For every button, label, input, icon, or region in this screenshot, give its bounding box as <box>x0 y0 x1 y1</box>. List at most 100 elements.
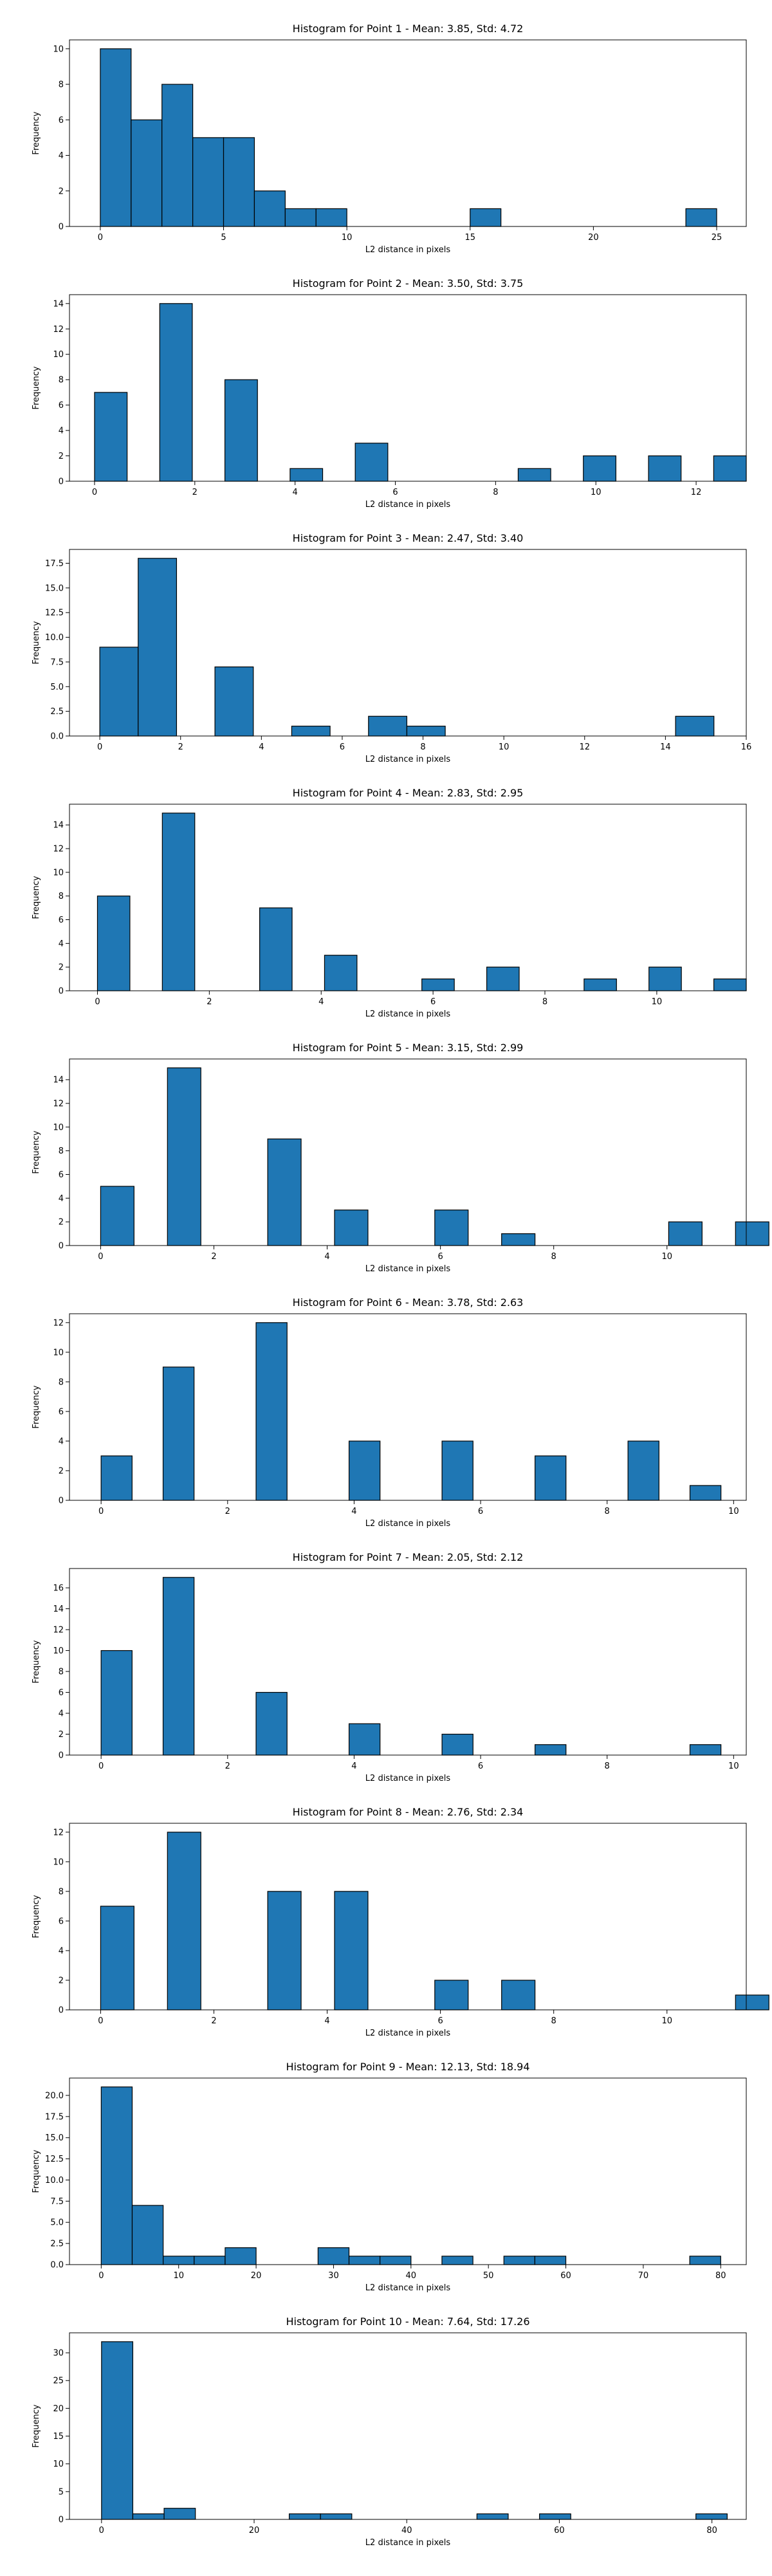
x-tick-label: 0 <box>97 742 102 752</box>
x-tick-label: 14 <box>660 742 671 752</box>
y-tick-label: 5.0 <box>50 683 64 692</box>
x-tick-label: 0 <box>98 1507 104 1516</box>
x-tick-label: 80 <box>715 2271 726 2281</box>
x-tick-label: 8 <box>605 1507 610 1516</box>
histogram-bar <box>291 726 331 737</box>
histogram-bar <box>685 208 717 227</box>
histogram-bar <box>163 2256 195 2265</box>
y-tick-label: 5 <box>59 2487 64 2497</box>
x-tick-label: 4 <box>259 742 264 752</box>
histogram-bar <box>535 1744 567 1756</box>
histogram-panel-5: Histogram for Point 5 - Mean: 3.15, Std:… <box>32 1042 769 1274</box>
histogram-bar <box>368 715 408 737</box>
x-tick-label: 6 <box>478 1507 483 1516</box>
x-tick-label: 2 <box>225 1507 230 1516</box>
x-tick-label: 0 <box>98 2016 103 2026</box>
histogram-panel-6: Histogram for Point 6 - Mean: 3.78, Std:… <box>32 1296 747 1529</box>
x-tick-label: 8 <box>605 1762 610 1771</box>
y-tick-label: 12 <box>53 1099 64 1109</box>
y-tick-label: 14 <box>53 1076 64 1085</box>
histogram-bar <box>99 647 139 737</box>
y-tick-label: 10 <box>53 1123 64 1132</box>
histogram-bar <box>259 907 293 991</box>
axes-frame <box>69 1568 747 1756</box>
chart-title: Histogram for Point 5 - Mean: 3.15, Std:… <box>293 1042 524 1054</box>
histogram-bar <box>94 392 128 482</box>
x-tick-label: 12 <box>580 742 591 752</box>
x-tick-label: 2 <box>178 742 183 752</box>
x-tick-label: 6 <box>430 997 436 1007</box>
y-tick-label: 12 <box>53 1828 64 1837</box>
chart-title: Histogram for Point 8 - Mean: 2.76, Std:… <box>293 1806 524 1818</box>
y-tick-label: 2 <box>59 1466 64 1476</box>
axes-frame <box>69 1823 747 2010</box>
histogram-bar <box>138 558 178 737</box>
histogram-bar <box>162 1366 195 1501</box>
histogram-bar <box>131 119 163 227</box>
y-tick-label: 2.5 <box>50 707 64 717</box>
y-tick-label: 15 <box>53 2432 64 2442</box>
x-tick-label: 2 <box>211 1252 216 1262</box>
y-tick-label: 4 <box>59 427 64 436</box>
histogram-bar <box>584 978 617 991</box>
y-tick-label: 6 <box>59 1407 64 1417</box>
x-tick-label: 10 <box>728 1762 739 1771</box>
y-tick-label: 6 <box>59 915 64 925</box>
x-tick-label: 6 <box>478 1762 483 1771</box>
histogram-bar <box>380 2256 412 2265</box>
histogram-panel-7: Histogram for Point 7 - Mean: 2.05, Std:… <box>32 1551 747 1783</box>
x-tick-label: 10 <box>661 2016 672 2026</box>
histogram-bar <box>689 2256 721 2265</box>
histogram-bar <box>668 1221 703 1246</box>
chart-title: Histogram for Point 9 - Mean: 12.13, Std… <box>286 2061 529 2073</box>
histogram-panel-1: Histogram for Point 1 - Mean: 3.85, Std:… <box>32 23 747 255</box>
y-tick-label: 2 <box>59 1218 64 1228</box>
histogram-bar <box>675 715 715 737</box>
histogram-bar <box>476 2513 509 2520</box>
histogram-panel-9: Histogram for Point 9 - Mean: 12.13, Std… <box>32 2061 747 2293</box>
x-tick-label: 50 <box>483 2271 494 2281</box>
x-tick-label: 4 <box>324 2016 329 2026</box>
y-tick-label: 8 <box>59 80 64 90</box>
y-tick-label: 14 <box>53 821 64 831</box>
histogram-bar <box>267 1891 302 2010</box>
histogram-bar <box>194 2256 226 2265</box>
histogram-bar <box>534 2256 567 2265</box>
y-tick-label: 6 <box>59 1917 64 1926</box>
histogram-bar <box>163 2508 196 2520</box>
y-axis-label: Frequency <box>32 621 41 664</box>
histogram-bar <box>434 1210 469 1246</box>
histogram-bar <box>224 379 258 482</box>
histogram-bar <box>255 1322 288 1501</box>
x-tick-label: 6 <box>437 1252 443 1262</box>
y-tick-label: 10 <box>53 2460 64 2469</box>
histogram-bar <box>486 966 520 991</box>
x-tick-label: 8 <box>551 1252 556 1262</box>
y-tick-label: 12 <box>53 1626 64 1635</box>
histogram-bar <box>223 137 255 227</box>
y-tick-label: 10 <box>53 1348 64 1357</box>
histogram-bar <box>441 1733 473 1756</box>
histogram-bar <box>100 1906 134 2010</box>
y-tick-label: 0 <box>59 477 64 487</box>
chart-title: Histogram for Point 4 - Mean: 2.83, Std:… <box>293 787 524 799</box>
y-tick-label: 0 <box>59 2516 64 2525</box>
y-tick-label: 20.0 <box>45 2091 64 2101</box>
y-tick-label: 5.0 <box>50 2218 64 2228</box>
y-tick-label: 8 <box>59 1377 64 1387</box>
x-tick-label: 0 <box>98 1252 103 1262</box>
y-tick-label: 7.5 <box>50 658 64 667</box>
y-tick-label: 7.5 <box>50 2197 64 2207</box>
y-axis-label: Frequency <box>32 111 41 154</box>
x-tick-label: 10 <box>661 1252 672 1262</box>
x-axis-label: L2 distance in pixels <box>365 755 451 764</box>
histogram-bar <box>159 303 193 482</box>
y-tick-label: 0.0 <box>50 732 64 742</box>
y-tick-label: 4 <box>59 1437 64 1446</box>
histogram-panel-3: Histogram for Point 3 - Mean: 2.47, Std:… <box>32 532 751 764</box>
x-tick-label: 2 <box>211 2016 216 2026</box>
y-tick-label: 4 <box>59 939 64 949</box>
x-tick-label: 10 <box>591 488 602 497</box>
histogram-bar <box>96 896 131 991</box>
y-axis-label: Frequency <box>32 2404 41 2447</box>
